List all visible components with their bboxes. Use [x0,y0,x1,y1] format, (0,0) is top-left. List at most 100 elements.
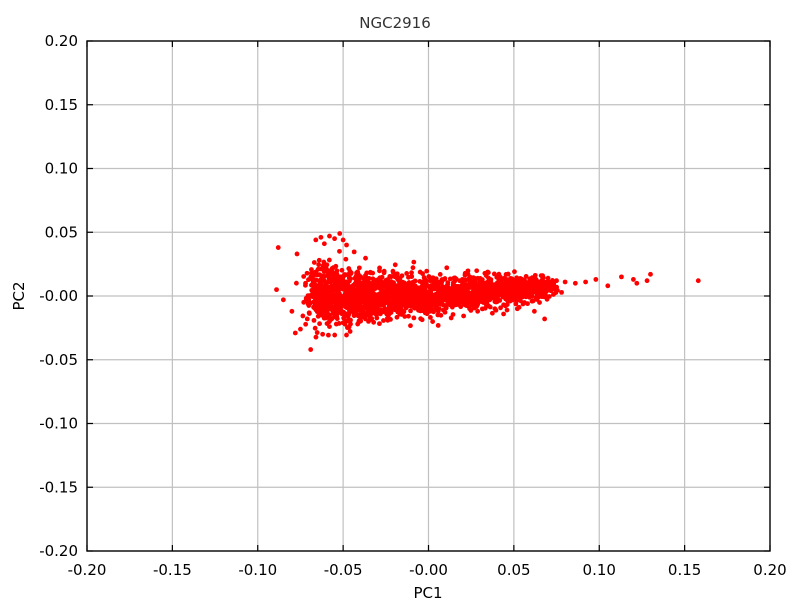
data-point [374,315,380,321]
data-point [333,321,339,327]
data-point [542,316,548,322]
data-point [489,288,494,294]
data-point [474,289,480,295]
y-tick-label: -0.20 [39,542,78,560]
data-point [517,281,522,287]
data-point [355,307,360,312]
data-point [593,277,599,282]
data-point [410,301,416,306]
x-tick-label: -0.15 [153,561,192,579]
data-point [337,231,343,236]
data-point [421,304,426,310]
data-point [313,334,319,340]
data-point [461,313,466,319]
data-point [363,312,369,318]
data-point [312,325,318,331]
data-point [462,272,468,278]
data-point [445,282,451,288]
data-point [343,256,349,262]
data-point [356,319,362,325]
data-point [381,298,387,304]
data-point [354,294,359,300]
data-point [470,275,476,281]
data-point [470,290,475,296]
data-point [559,289,564,295]
data-point [482,270,488,276]
data-point [433,305,438,311]
data-point [503,272,509,277]
data-point [465,268,471,274]
data-point [413,295,418,300]
data-points [274,231,701,352]
data-point [313,277,319,283]
x-tick-labels: -0.20 -0.15 -0.10 -0.05 -0.00 0.05 0.10 0.15 0.2… [68,561,787,579]
data-point [321,278,327,284]
data-point [390,268,396,274]
data-point [368,270,373,276]
data-point [435,312,441,318]
data-point [509,280,515,286]
data-point [526,290,532,295]
data-point [428,294,434,299]
data-point [309,282,314,288]
data-point [486,303,491,309]
data-point [313,237,319,243]
data-point [323,265,329,271]
data-point [317,309,323,315]
data-point [424,268,430,274]
data-point [454,290,459,296]
data-point [326,291,332,297]
data-point [501,311,506,317]
data-point [352,312,358,317]
data-point [399,308,405,314]
data-point [337,248,342,254]
data-point [411,305,417,310]
data-point [548,282,554,288]
data-point [344,332,349,338]
data-point [394,274,400,280]
data-point [325,270,331,276]
data-point [339,267,345,273]
data-point [420,271,426,277]
data-point [335,298,341,304]
data-point [341,283,346,289]
data-point [304,316,310,322]
data-point [648,271,653,277]
data-point [408,323,413,329]
data-point [419,317,425,323]
data-point [451,275,457,281]
data-point [605,283,611,289]
data-point [619,274,624,280]
data-point [523,274,529,279]
data-point [436,295,442,301]
data-point [537,300,542,305]
y-tick-label: -0.15 [39,478,78,496]
data-point [460,276,465,282]
data-point [572,280,578,286]
data-point [437,279,443,285]
data-point [396,282,402,288]
data-point [441,285,447,290]
data-point [357,280,363,286]
data-point [444,265,450,271]
data-point [310,272,316,277]
data-point [354,287,360,293]
data-point [334,316,340,322]
data-point [325,306,331,312]
data-point [412,278,418,284]
data-point [435,323,441,328]
x-tick-label: -0.05 [324,561,363,579]
data-point [490,283,496,289]
data-point [466,293,472,299]
data-point [391,297,396,303]
data-point [464,288,469,294]
data-point [385,284,391,290]
x-tick-label: -0.10 [238,561,277,579]
data-point [394,314,400,320]
data-point [343,292,349,298]
data-point [481,300,486,305]
data-point [436,306,442,312]
data-point [392,282,397,288]
data-point [514,306,520,312]
data-point [347,293,353,299]
